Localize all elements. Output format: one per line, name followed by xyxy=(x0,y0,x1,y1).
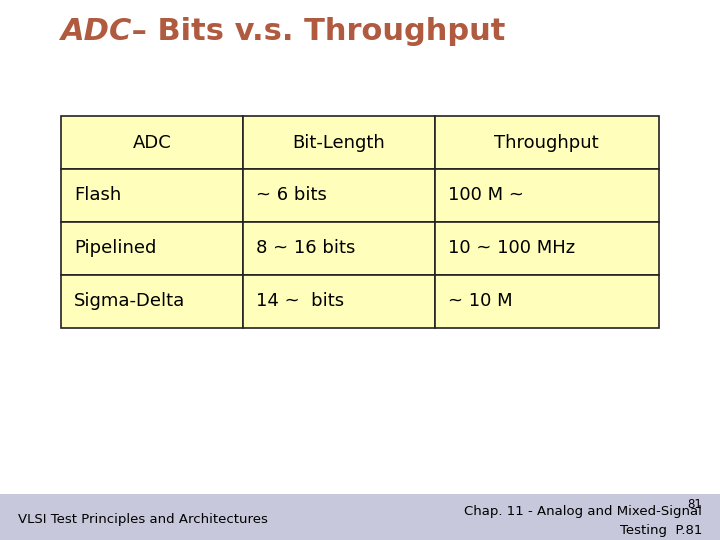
Bar xyxy=(243,169,435,222)
Text: ~ 10 M: ~ 10 M xyxy=(448,292,513,310)
Bar xyxy=(61,169,243,222)
Text: ADC: ADC xyxy=(61,17,132,46)
Text: Testing  P.81: Testing P.81 xyxy=(620,524,702,537)
Bar xyxy=(435,169,659,222)
Bar xyxy=(0,494,720,540)
Text: – Bits v.s. Throughput: – Bits v.s. Throughput xyxy=(121,17,505,46)
Bar xyxy=(61,275,243,328)
Text: Pipelined: Pipelined xyxy=(74,239,156,258)
Bar xyxy=(243,275,435,328)
Bar xyxy=(61,116,243,169)
Text: Bit-Length: Bit-Length xyxy=(293,133,385,152)
Bar xyxy=(61,222,243,275)
Bar xyxy=(435,116,659,169)
Bar xyxy=(435,222,659,275)
Bar xyxy=(243,222,435,275)
Text: ~ 6 bits: ~ 6 bits xyxy=(256,186,328,205)
Text: ADC: ADC xyxy=(133,133,171,152)
Text: VLSI Test Principles and Architectures: VLSI Test Principles and Architectures xyxy=(18,513,268,526)
Text: Chap. 11 - Analog and Mixed-Signal: Chap. 11 - Analog and Mixed-Signal xyxy=(464,505,702,518)
Text: 8 ~ 16 bits: 8 ~ 16 bits xyxy=(256,239,356,258)
Text: 10 ~ 100 MHz: 10 ~ 100 MHz xyxy=(448,239,575,258)
Bar xyxy=(435,275,659,328)
Text: Throughput: Throughput xyxy=(495,133,599,152)
Text: 81: 81 xyxy=(687,498,702,511)
Text: 14 ~  bits: 14 ~ bits xyxy=(256,292,345,310)
Bar xyxy=(243,116,435,169)
Text: 100 M ~: 100 M ~ xyxy=(448,186,523,205)
Text: Sigma-Delta: Sigma-Delta xyxy=(74,292,186,310)
Text: Flash: Flash xyxy=(74,186,122,205)
